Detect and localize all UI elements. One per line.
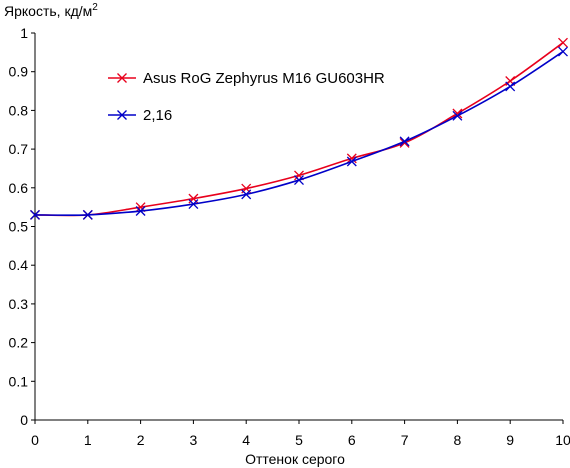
series-line [34, 42, 564, 217]
legend-item-1: Asus RoG Zephyrus M16 GU603HR [108, 70, 385, 87]
data-point [188, 199, 199, 210]
data-point [346, 156, 357, 167]
y-axis-label-text: Яркость, кд/м [4, 3, 92, 19]
y-tick-label: 0.1 [9, 373, 29, 389]
data-point [452, 110, 463, 121]
data-point [30, 209, 40, 220]
data-point [241, 189, 252, 200]
legend-marker [117, 110, 127, 120]
legend-label: Asus RoG Zephyrus M16 GU603HR [143, 70, 385, 87]
y-tick-label: 1 [20, 25, 28, 41]
data-point [399, 136, 410, 147]
data-point [558, 37, 568, 48]
y-tick-label: 0.9 [9, 64, 29, 80]
x-axis-label: Оттенок серого [245, 451, 345, 467]
data-point [346, 153, 357, 164]
x-tick-label: 7 [401, 432, 409, 448]
series-1 [30, 37, 568, 220]
y-axis-label: Яркость, кд/м2 [4, 2, 98, 19]
x-tick-label: 5 [295, 432, 303, 448]
y-tick-label: 0.7 [9, 141, 29, 157]
x-tick-label: 4 [242, 432, 250, 448]
axes [34, 33, 563, 421]
x-tick-label: 1 [84, 432, 92, 448]
x-tick-label: 3 [190, 432, 198, 448]
data-point [505, 81, 516, 92]
legend: Asus RoG Zephyrus M16 GU603HR 2,16 [108, 70, 385, 124]
y-tick-label: 0.2 [9, 335, 29, 351]
legend-marker [117, 73, 127, 83]
data-point [135, 206, 146, 216]
data-point [82, 209, 93, 220]
x-tick-label: 2 [137, 432, 145, 448]
legend-label: 2,16 [143, 107, 172, 124]
series-layer [30, 37, 568, 220]
data-point [294, 175, 304, 186]
y-tick-label: 0 [20, 412, 28, 428]
y-tick-label: 0.5 [9, 219, 29, 235]
data-point [558, 46, 568, 57]
x-tick-label: 0 [31, 432, 39, 448]
y-tick-labels: 0 0.1 0.2 0.3 0.4 0.5 0.6 0.7 0.8 0.9 1 [9, 25, 35, 428]
x-tick-label: 9 [506, 432, 514, 448]
x-tick-label: 6 [348, 432, 356, 448]
x-tick-label: 10 [555, 432, 570, 448]
legend-item-2: 2,16 [108, 107, 172, 124]
x-tick-label: 8 [454, 432, 462, 448]
x-tick-labels: 0 1 2 3 4 5 6 7 8 9 10 [31, 420, 570, 448]
y-tick-label: 0.4 [9, 257, 29, 273]
y-axis-label-superscript: 2 [92, 2, 98, 13]
y-tick-label: 0.3 [9, 296, 29, 312]
y-tick-label: 0.6 [9, 180, 29, 196]
y-tick-label: 0.8 [9, 102, 29, 118]
series-2 [30, 46, 568, 220]
svg-text:Яркость, кд/м2: Яркость, кд/м2 [4, 2, 98, 19]
